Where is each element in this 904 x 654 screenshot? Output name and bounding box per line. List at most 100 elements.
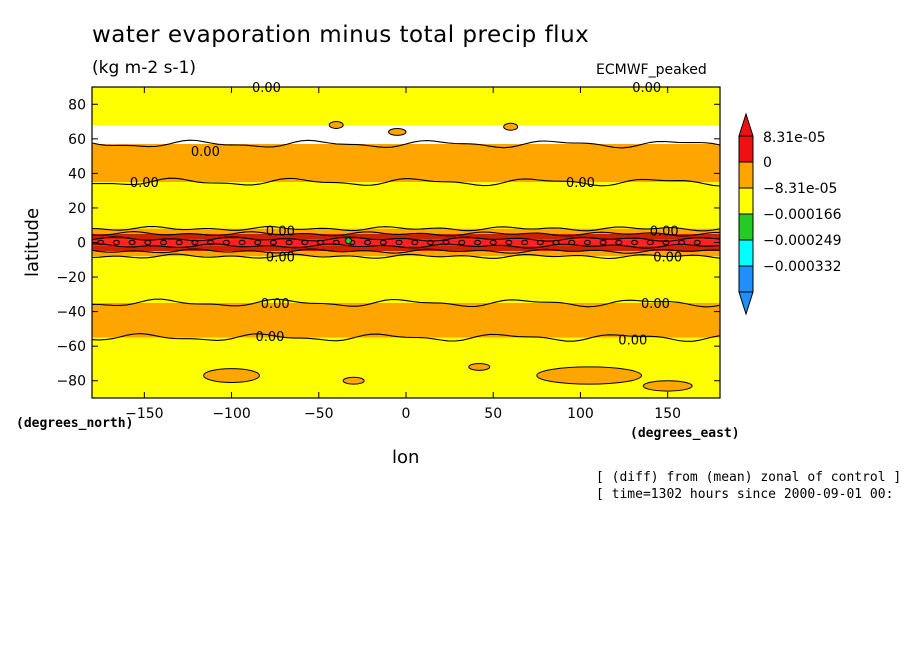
x-tick-label: −150 (125, 406, 163, 422)
contour-line (92, 177, 721, 187)
chart-title: water evaporation minus total precip flu… (92, 22, 590, 48)
equatorial-contour (458, 239, 466, 246)
contour-line (91, 298, 721, 308)
equatorial-contour (238, 239, 246, 246)
colorbar-label: −8.31e-05 (763, 181, 837, 197)
footer-line-1: [ (diff) from (mean) zonal of control ] (596, 470, 902, 485)
colorbar-label: −0.000166 (763, 207, 842, 223)
contour-lines (91, 139, 721, 342)
contour-line (91, 253, 721, 260)
contour-label: 0.00 (650, 224, 679, 239)
colorbar-arrow-bottom (738, 291, 754, 316)
colorbar-swatch (738, 213, 754, 241)
contour-blob (203, 368, 260, 383)
contour-label: 0.00 (641, 297, 670, 312)
equatorial-contour (364, 239, 372, 246)
lat-band (92, 182, 720, 229)
lat-band (92, 144, 720, 183)
colorbar-label: 8.31e-05 (763, 130, 826, 146)
y-tick-label: −40 (56, 305, 86, 321)
contour-label: 0.00 (266, 224, 295, 239)
contour-label: 0.00 (632, 81, 661, 96)
equatorial-contour (160, 239, 168, 246)
contour-line (91, 236, 721, 242)
contour-label: 0.00 (261, 297, 290, 312)
contour-line (91, 231, 721, 237)
lat-band (92, 228, 720, 234)
y-tick-label: 60 (68, 132, 86, 148)
x-tick-label: 100 (567, 406, 594, 422)
x-tick-label: 150 (654, 406, 681, 422)
equatorial-contour (521, 239, 529, 246)
lat-band (92, 239, 720, 246)
lat-band (92, 87, 720, 126)
equatorial-contour (254, 239, 262, 246)
contour-blobs (97, 121, 701, 392)
equatorial-contour (505, 239, 513, 246)
contour-blob (388, 127, 407, 136)
equatorial-contour (631, 239, 639, 246)
contour-label: 0.00 (130, 176, 159, 191)
contour-labels: 0.00 0.00 0.00 0.00 0.00 0.00 0.00 0.00 0.00 0.00… (130, 81, 682, 348)
lat-band (92, 251, 720, 257)
dataset-label: ECMWF_peaked (596, 62, 707, 78)
lat-bands (92, 87, 720, 398)
y-tick-label: 80 (68, 97, 86, 113)
x-tick-label: 50 (484, 406, 502, 422)
x-tick-label: −100 (212, 406, 250, 422)
y-tick-label: 0 (77, 236, 86, 252)
y-tick-label: 20 (68, 201, 86, 217)
lat-band (92, 233, 720, 240)
contour-blob (342, 376, 365, 385)
contour-label: 0.00 (566, 176, 595, 191)
y-axis: 80 60 40 20 0 −20 −40 −60 −80 (56, 97, 720, 390)
contour-label: 0.00 (618, 333, 647, 348)
equatorial-contour (474, 239, 482, 246)
contour-blob (536, 366, 643, 385)
colorbar-swatch (738, 265, 754, 293)
y-tick-label: 40 (68, 166, 86, 182)
contour-line (91, 333, 721, 342)
equatorial-contour (442, 239, 450, 246)
x-axis-label: lon (392, 447, 420, 468)
colorbar-swatch (738, 135, 754, 163)
colorbar-arrow-top (738, 112, 754, 137)
colorbar-swatch (738, 187, 754, 215)
equatorial-contour (379, 239, 387, 246)
equatorial-contour (285, 239, 293, 246)
contour-label: 0.00 (252, 81, 281, 96)
equatorial-contour (395, 239, 403, 246)
equatorial-contour (411, 239, 419, 246)
x-tick-label: 0 (402, 406, 411, 422)
contour-label: 0.00 (653, 250, 682, 265)
contour-label: 0.00 (266, 250, 295, 265)
contour-label: 0.00 (191, 145, 220, 160)
x-tick-label: −50 (304, 406, 334, 422)
equatorial-contour (128, 239, 136, 246)
contour-blob (328, 121, 344, 129)
contour-blob (642, 380, 693, 392)
y-axis-label: latitude (22, 207, 44, 278)
equatorial-contour (426, 239, 434, 246)
equatorial-contour (207, 239, 215, 246)
chart-units: (kg m-2 s-1) (92, 58, 197, 78)
colorbar-swatch (738, 239, 754, 267)
equatorial-contour (269, 239, 277, 246)
x-axis: −150 −100 −50 0 50 100 150 (125, 87, 681, 422)
lat-band (92, 302, 720, 338)
y-tick-label: −60 (56, 339, 86, 355)
equatorial-min (344, 237, 352, 245)
y-tick-label: −80 (56, 374, 86, 390)
colorbar-swatch (738, 161, 754, 189)
equatorial-contour (175, 239, 183, 246)
equatorial-contour (599, 239, 607, 246)
colorbar-label: −0.000249 (763, 233, 842, 249)
footer-line-2: [ time=1302 hours since 2000-09-01 00: (596, 487, 894, 502)
y-tick-label: −20 (56, 270, 86, 286)
equatorial-contour (583, 239, 591, 246)
x-units-label: (degrees_east) (630, 426, 740, 441)
contour-line (91, 139, 721, 149)
equatorial-contour (489, 239, 497, 246)
equatorial-contour (112, 239, 120, 246)
